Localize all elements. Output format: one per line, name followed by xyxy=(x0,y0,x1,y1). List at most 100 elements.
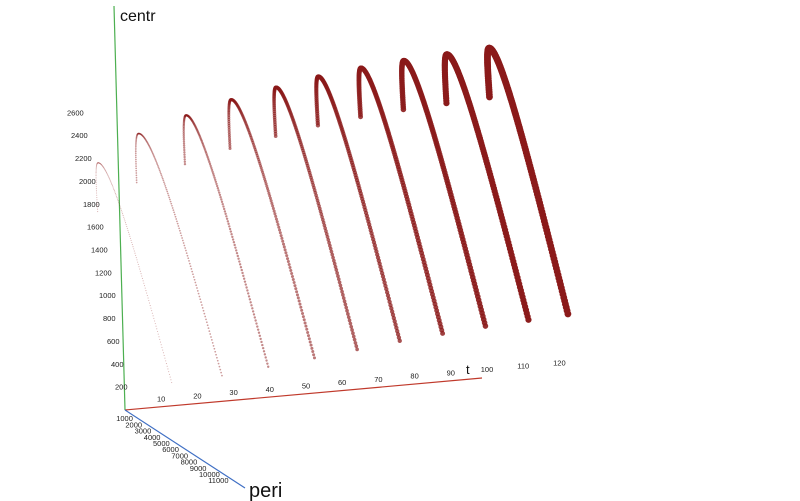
data-point xyxy=(139,133,141,135)
data-point xyxy=(115,195,118,197)
data-point xyxy=(155,161,158,164)
data-point xyxy=(100,163,102,165)
data-point xyxy=(221,374,223,377)
data-point xyxy=(215,353,217,356)
data-point xyxy=(211,341,214,344)
data-point xyxy=(188,262,191,265)
data-point xyxy=(101,165,103,167)
data-point xyxy=(144,138,147,141)
data-point xyxy=(286,257,290,261)
data-point xyxy=(140,273,142,275)
data-point xyxy=(139,133,142,135)
data-point xyxy=(281,239,285,243)
peri-tick-label: 9000 xyxy=(190,464,207,473)
data-point xyxy=(156,328,158,330)
data-point xyxy=(98,162,100,164)
data-point xyxy=(392,319,397,324)
data-point xyxy=(151,310,153,312)
data-point xyxy=(134,150,137,153)
data-point xyxy=(328,246,333,251)
data-point xyxy=(285,254,289,258)
data-point xyxy=(335,271,339,275)
data-point xyxy=(173,213,176,216)
data-point xyxy=(180,234,183,237)
data-point xyxy=(95,175,97,177)
data-point xyxy=(148,145,151,148)
data-point xyxy=(344,305,349,310)
data-point xyxy=(134,154,137,157)
data-point xyxy=(185,252,188,254)
data-point xyxy=(135,254,137,256)
data-point xyxy=(192,273,194,276)
data-point xyxy=(135,139,138,142)
data-point xyxy=(300,308,304,312)
data-point xyxy=(101,164,103,166)
data-point xyxy=(240,268,243,272)
data-point xyxy=(103,167,105,169)
data-point xyxy=(143,137,146,140)
peri-tick-label: 3000 xyxy=(135,427,152,436)
data-point xyxy=(165,360,167,362)
data-point xyxy=(275,220,279,224)
data-point xyxy=(336,277,341,282)
data-point xyxy=(187,257,190,260)
data-point xyxy=(95,188,97,190)
centr-tick-label: 1400 xyxy=(91,246,108,255)
data-point xyxy=(206,324,209,327)
data-point xyxy=(122,213,124,215)
data-point xyxy=(145,140,148,142)
data-point xyxy=(227,128,231,132)
data-point xyxy=(138,132,141,135)
data-point xyxy=(169,376,171,378)
data-point xyxy=(95,182,97,184)
data-point xyxy=(207,159,210,162)
data-point xyxy=(139,270,141,272)
data-point xyxy=(149,148,152,151)
data-point xyxy=(234,246,237,249)
data-point xyxy=(154,159,157,161)
data-point xyxy=(241,271,244,275)
data-point xyxy=(158,169,161,172)
data-point xyxy=(193,278,196,281)
data-point xyxy=(327,240,331,245)
data-point xyxy=(293,284,297,288)
data-point xyxy=(166,190,169,193)
data-point xyxy=(245,286,248,289)
data-point xyxy=(181,237,183,239)
data-point xyxy=(131,244,133,246)
data-point xyxy=(266,362,269,365)
data-point xyxy=(324,229,328,233)
data-point xyxy=(171,204,173,207)
data-point xyxy=(253,316,256,319)
data-point xyxy=(322,223,327,228)
data-point xyxy=(323,226,327,231)
data-point xyxy=(134,145,137,148)
data-point xyxy=(163,181,165,184)
data-point xyxy=(394,325,399,330)
data-point xyxy=(96,192,98,194)
peri-tick-label: 1000 xyxy=(116,414,133,423)
data-point xyxy=(277,225,281,229)
data-point xyxy=(173,211,175,214)
data-point xyxy=(387,299,392,305)
data-point xyxy=(225,215,228,218)
data-point xyxy=(396,335,402,340)
data-point xyxy=(238,260,241,263)
data-point xyxy=(282,245,286,249)
data-point xyxy=(208,161,211,164)
t-tick-label: 50 xyxy=(302,382,310,391)
data-point xyxy=(183,148,186,152)
data-point xyxy=(106,173,108,175)
data-point xyxy=(247,295,251,298)
data-point xyxy=(209,333,212,335)
data-point xyxy=(268,194,272,198)
data-point xyxy=(158,336,160,338)
data-point xyxy=(214,350,217,353)
data-point xyxy=(135,138,138,141)
data-point xyxy=(95,168,97,170)
data-point xyxy=(128,231,130,233)
centr-tick-label: 1600 xyxy=(87,223,104,232)
data-point xyxy=(157,164,159,167)
data-point xyxy=(135,181,138,184)
